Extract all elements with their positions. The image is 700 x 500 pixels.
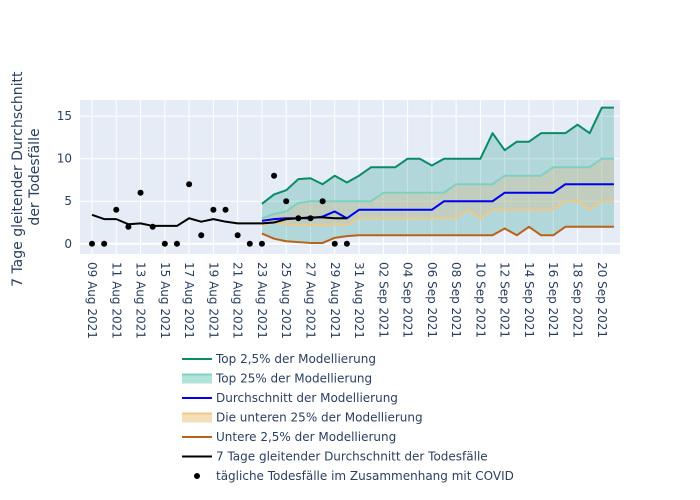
legend-label: tägliche Todesfälle im Zusammenhang mit … [216, 469, 514, 483]
daily-point [89, 240, 95, 247]
daily-points [89, 172, 350, 247]
x-tick-label: 04 Sep 2021 [401, 262, 415, 338]
daily-point [210, 206, 217, 213]
y-axis-title-line-1: 7 Tage gleitender Durchschnitt [10, 71, 26, 287]
x-tick-label: 13 Aug 2021 [134, 262, 148, 339]
daily-point [343, 240, 350, 247]
legend-label: Untere 2,5% der Modellierung [216, 430, 396, 444]
legend-swatch-marker [194, 473, 200, 479]
legend-swatch-area [182, 412, 212, 423]
series-top-2-5 [261, 106, 614, 205]
legend-swatch-area [182, 373, 212, 384]
y-tick-label: 0 [64, 237, 72, 251]
daily-point [283, 198, 290, 205]
daily-point [222, 206, 229, 213]
daily-point [246, 240, 253, 247]
x-tick-label: 20 Sep 2021 [595, 262, 609, 338]
series-bottom-2-5 [261, 225, 614, 244]
x-tick-label: 17 Aug 2021 [182, 262, 196, 339]
daily-point [186, 181, 193, 188]
daily-point [295, 215, 302, 222]
band-inner [261, 158, 614, 226]
legend-label: Top 2,5% der Modellierung [215, 352, 376, 366]
legend-label: Die unteren 25% der Modellierung [216, 411, 423, 425]
daily-point [161, 240, 168, 247]
x-tick-label: 21 Aug 2021 [231, 262, 245, 339]
x-tick-label: 10 Sep 2021 [473, 262, 487, 338]
x-tick-label: 27 Aug 2021 [303, 262, 317, 339]
daily-point [331, 240, 338, 247]
series-bottom-25 [261, 200, 614, 227]
y-axis-ticks: 0 5 10 15 [57, 109, 72, 251]
x-tick-label: 16 Sep 2021 [546, 262, 560, 338]
daily-point [101, 240, 108, 247]
x-tick-label: 25 Aug 2021 [279, 262, 293, 339]
y-tick-label: 10 [57, 152, 72, 166]
legend-label: Top 25% der Modellierung [215, 372, 372, 386]
x-tick-label: 18 Sep 2021 [571, 262, 585, 338]
x-tick-label: 15 Aug 2021 [158, 262, 172, 339]
x-tick-label: 12 Sep 2021 [498, 262, 512, 338]
x-tick-label: 23 Aug 2021 [255, 262, 269, 339]
x-tick-label: 09 Aug 2021 [85, 262, 99, 339]
daily-point [198, 232, 205, 239]
x-tick-label: 02 Sep 2021 [376, 262, 390, 338]
daily-point [307, 215, 314, 222]
daily-point [125, 223, 132, 230]
daily-point [113, 206, 120, 213]
legend-label: Durchschnitt der Modellierung [216, 391, 398, 405]
grid [80, 100, 620, 254]
daily-point [271, 172, 278, 179]
y-tick-label: 15 [57, 109, 72, 123]
x-tick-label: 31 Aug 2021 [352, 262, 366, 339]
x-tick-label: 14 Sep 2021 [522, 262, 536, 338]
x-tick-label: 11 Aug 2021 [109, 262, 123, 339]
series-7day-average [91, 213, 347, 227]
daily-point [137, 189, 144, 196]
daily-point [258, 240, 265, 247]
daily-point [234, 232, 241, 239]
x-tick-label: 19 Aug 2021 [206, 262, 220, 339]
x-axis-ticks: 09 Aug 2021 11 Aug 2021 13 Aug 2021 15 Aug … [85, 262, 609, 339]
daily-point [149, 223, 156, 230]
y-axis-title: 7 Tage gleitender Durchschnitt der Todes… [10, 67, 43, 287]
daily-point [319, 198, 326, 205]
x-tick-label: 06 Sep 2021 [425, 262, 439, 338]
legend-label: 7 Tage gleitender Durchschnitt der Todes… [216, 450, 488, 464]
x-tick-label: 08 Sep 2021 [449, 262, 463, 338]
y-axis-title-line-2: der Todesfälle [27, 128, 43, 225]
legend: Top 2,5% der Modellierung Top 25% der Mod… [182, 352, 514, 483]
y-tick-label: 5 [64, 194, 72, 208]
x-tick-label: 29 Aug 2021 [328, 262, 342, 339]
daily-point [173, 240, 180, 247]
